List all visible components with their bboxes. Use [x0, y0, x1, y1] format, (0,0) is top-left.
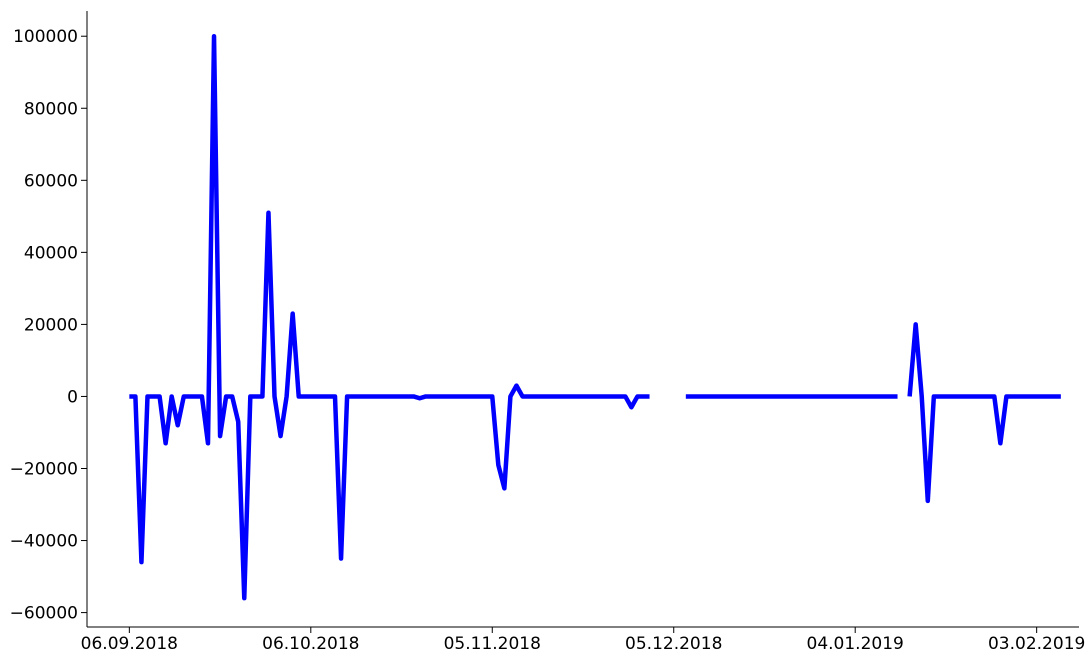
- x-tick-label: 06.10.2018: [262, 634, 359, 654]
- series-layer: [129, 33, 1061, 601]
- x-tick-label: 03.02.2019: [988, 634, 1085, 654]
- x-tick-label: 05.12.2018: [625, 634, 722, 654]
- x-tick-label: 04.01.2019: [807, 634, 904, 654]
- y-tick-label: −20000: [10, 459, 78, 479]
- series-line-segment: [129, 33, 650, 601]
- y-tick-label: −60000: [10, 604, 78, 624]
- y-tick-label: −40000: [10, 532, 78, 552]
- y-tick-label: 100000: [13, 27, 78, 47]
- y-tick-label: 20000: [24, 315, 78, 335]
- y-tick-label: 40000: [24, 243, 78, 263]
- y-tick-label: 60000: [24, 171, 78, 191]
- series-line-segment: [907, 322, 1061, 504]
- x-tick-label: 06.09.2018: [81, 634, 178, 654]
- y-axis-ticks: 100000 80000 60000 40000 20000 0 −20000 −40000 −…: [10, 27, 87, 624]
- x-axis-ticks: 06.09.2018 06.10.2018 05.11.2018 05.12.2018…: [81, 627, 1085, 654]
- y-tick-label: 80000: [24, 99, 78, 119]
- y-tick-label: 0: [67, 387, 78, 407]
- x-tick-label: 05.11.2018: [444, 634, 541, 654]
